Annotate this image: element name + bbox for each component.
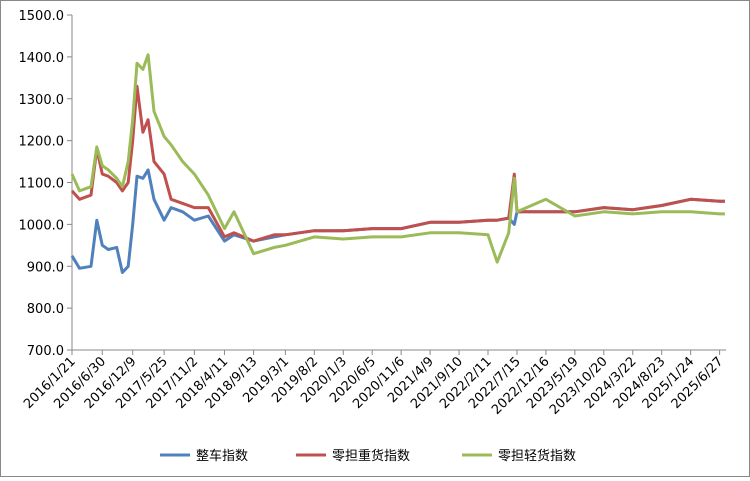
y-tick-label: 800.0 bbox=[27, 302, 64, 317]
y-tick-label: 1300.0 bbox=[19, 93, 65, 108]
y-tick-label: 1000.0 bbox=[19, 218, 65, 233]
y-tick-label: 700.0 bbox=[27, 344, 64, 359]
y-tick-label: 1200.0 bbox=[19, 135, 65, 150]
series-line bbox=[70, 84, 725, 243]
y-tick-label: 1500.0 bbox=[19, 9, 65, 24]
y-tick-label: 1400.0 bbox=[19, 51, 65, 66]
y-tick-label: 900.0 bbox=[27, 260, 64, 275]
series-line bbox=[70, 53, 725, 264]
legend-label: 整车指数 bbox=[196, 448, 248, 464]
y-tick-label: 1100.0 bbox=[19, 177, 65, 192]
legend-label: 零担轻货指数 bbox=[498, 448, 576, 464]
legend-label: 零担重货指数 bbox=[332, 448, 410, 464]
